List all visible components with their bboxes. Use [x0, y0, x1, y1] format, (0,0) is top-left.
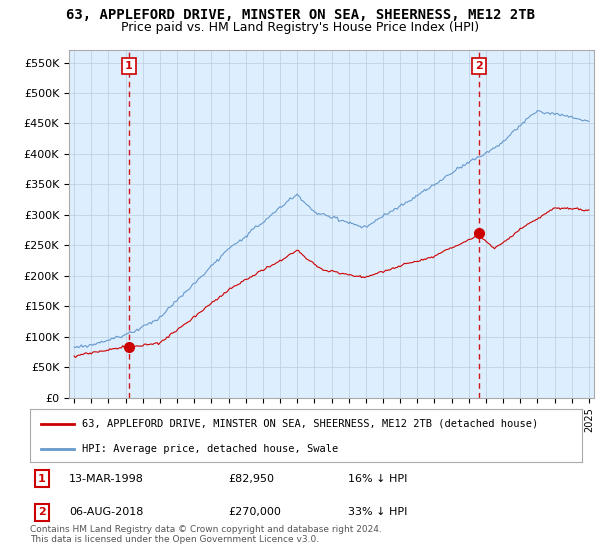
Text: 33% ↓ HPI: 33% ↓ HPI — [348, 507, 407, 517]
Text: 63, APPLEFORD DRIVE, MINSTER ON SEA, SHEERNESS, ME12 2TB (detached house): 63, APPLEFORD DRIVE, MINSTER ON SEA, SHE… — [82, 419, 539, 429]
Text: Price paid vs. HM Land Registry's House Price Index (HPI): Price paid vs. HM Land Registry's House … — [121, 21, 479, 34]
Text: 1: 1 — [125, 61, 133, 71]
Text: 13-MAR-1998: 13-MAR-1998 — [69, 474, 144, 484]
Text: 2: 2 — [475, 61, 483, 71]
Text: £82,950: £82,950 — [228, 474, 274, 484]
Text: HPI: Average price, detached house, Swale: HPI: Average price, detached house, Swal… — [82, 444, 338, 454]
Text: 16% ↓ HPI: 16% ↓ HPI — [348, 474, 407, 484]
Text: £270,000: £270,000 — [228, 507, 281, 517]
Text: 1: 1 — [38, 474, 46, 484]
Text: 63, APPLEFORD DRIVE, MINSTER ON SEA, SHEERNESS, ME12 2TB: 63, APPLEFORD DRIVE, MINSTER ON SEA, SHE… — [65, 8, 535, 22]
Text: Contains HM Land Registry data © Crown copyright and database right 2024.
This d: Contains HM Land Registry data © Crown c… — [30, 525, 382, 544]
Text: 2: 2 — [38, 507, 46, 517]
Text: 06-AUG-2018: 06-AUG-2018 — [69, 507, 143, 517]
